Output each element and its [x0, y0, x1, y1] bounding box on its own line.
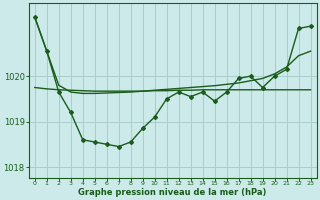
X-axis label: Graphe pression niveau de la mer (hPa): Graphe pression niveau de la mer (hPa) [78, 188, 267, 197]
